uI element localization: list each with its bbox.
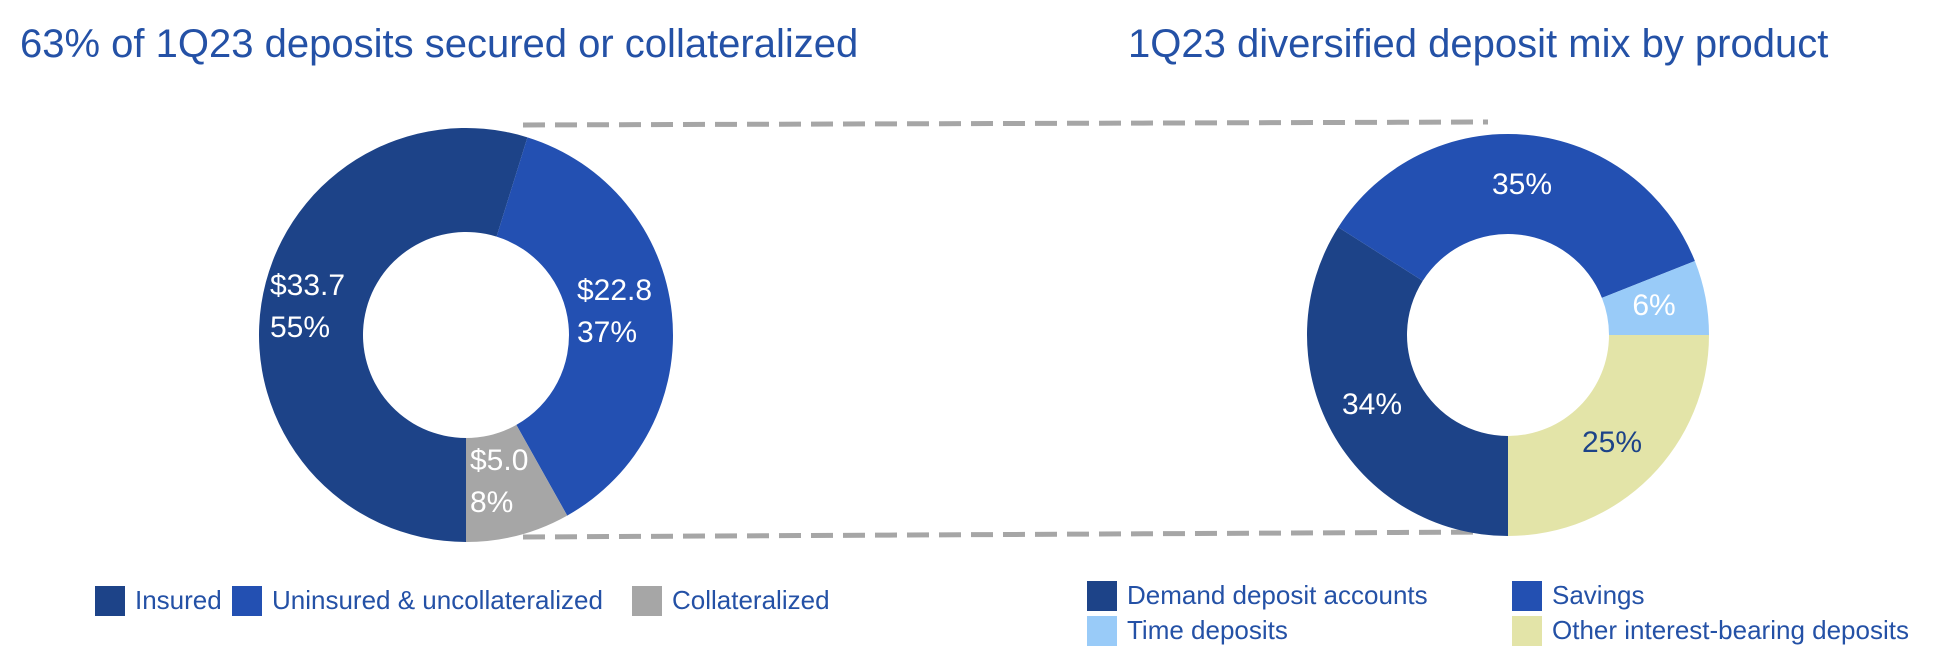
connector-line bbox=[522, 119, 1489, 128]
connector-line bbox=[522, 529, 1489, 540]
value-label-collateralized: $5.0 bbox=[470, 444, 528, 477]
percent-label-demand-deposit-accounts: 34% bbox=[1342, 388, 1402, 421]
percent-label-time-deposits: 6% bbox=[1632, 289, 1675, 322]
legend-swatch bbox=[1087, 580, 1117, 611]
legend-swatch bbox=[232, 585, 262, 616]
percent-label-uninsured-uncollateralized: 37% bbox=[577, 316, 637, 349]
slice-savings bbox=[1338, 133, 1695, 298]
left-chart-title: 63% of 1Q23 deposits secured or collater… bbox=[20, 22, 859, 66]
slice-insured bbox=[258, 127, 528, 543]
percent-label-other-interest-bearing-deposits: 25% bbox=[1582, 426, 1642, 459]
right-chart-title: 1Q23 diversified deposit mix by product bbox=[1128, 22, 1829, 66]
legend-label: Insured bbox=[135, 585, 222, 615]
legend-swatch bbox=[632, 585, 662, 616]
value-label-insured: $33.7 bbox=[270, 269, 345, 302]
legend-item-demand-deposit: Demand deposit accounts bbox=[1087, 580, 1428, 611]
legend-label: Collateralized bbox=[672, 585, 830, 615]
percent-label-insured: 55% bbox=[270, 311, 330, 344]
legend-swatch bbox=[1512, 615, 1542, 646]
slice-time-deposits bbox=[1601, 261, 1709, 335]
slice-other-interest-bearing-deposits bbox=[1508, 335, 1709, 536]
slice-collateralized bbox=[466, 424, 568, 542]
legend-item-savings: Savings bbox=[1512, 580, 1645, 611]
legend-item-uninsured: Uninsured & uncollateralized bbox=[232, 585, 603, 616]
legend-label: Other interest-bearing deposits bbox=[1552, 615, 1909, 645]
legend-swatch bbox=[1512, 580, 1542, 611]
percent-label-savings: 35% bbox=[1492, 168, 1552, 201]
percent-label-collateralized: 8% bbox=[470, 486, 513, 519]
slice-uninsured-uncollateralized bbox=[496, 137, 673, 516]
legend-label: Time deposits bbox=[1127, 615, 1288, 645]
legend-swatch bbox=[1087, 615, 1117, 646]
slice-demand-deposit-accounts bbox=[1306, 227, 1508, 536]
legend-swatch bbox=[95, 585, 125, 616]
legend-label: Demand deposit accounts bbox=[1127, 580, 1428, 610]
legend-label: Uninsured & uncollateralized bbox=[272, 585, 603, 615]
legend-item-insured: Insured bbox=[95, 585, 222, 616]
legend-label: Savings bbox=[1552, 580, 1645, 610]
legend-item-collateralized: Collateralized bbox=[632, 585, 830, 616]
legend-item-time-deposits: Time deposits bbox=[1087, 615, 1288, 646]
value-label-uninsured-uncollateralized: $22.8 bbox=[577, 274, 652, 307]
legend-item-other-interest: Other interest-bearing deposits bbox=[1512, 615, 1909, 646]
